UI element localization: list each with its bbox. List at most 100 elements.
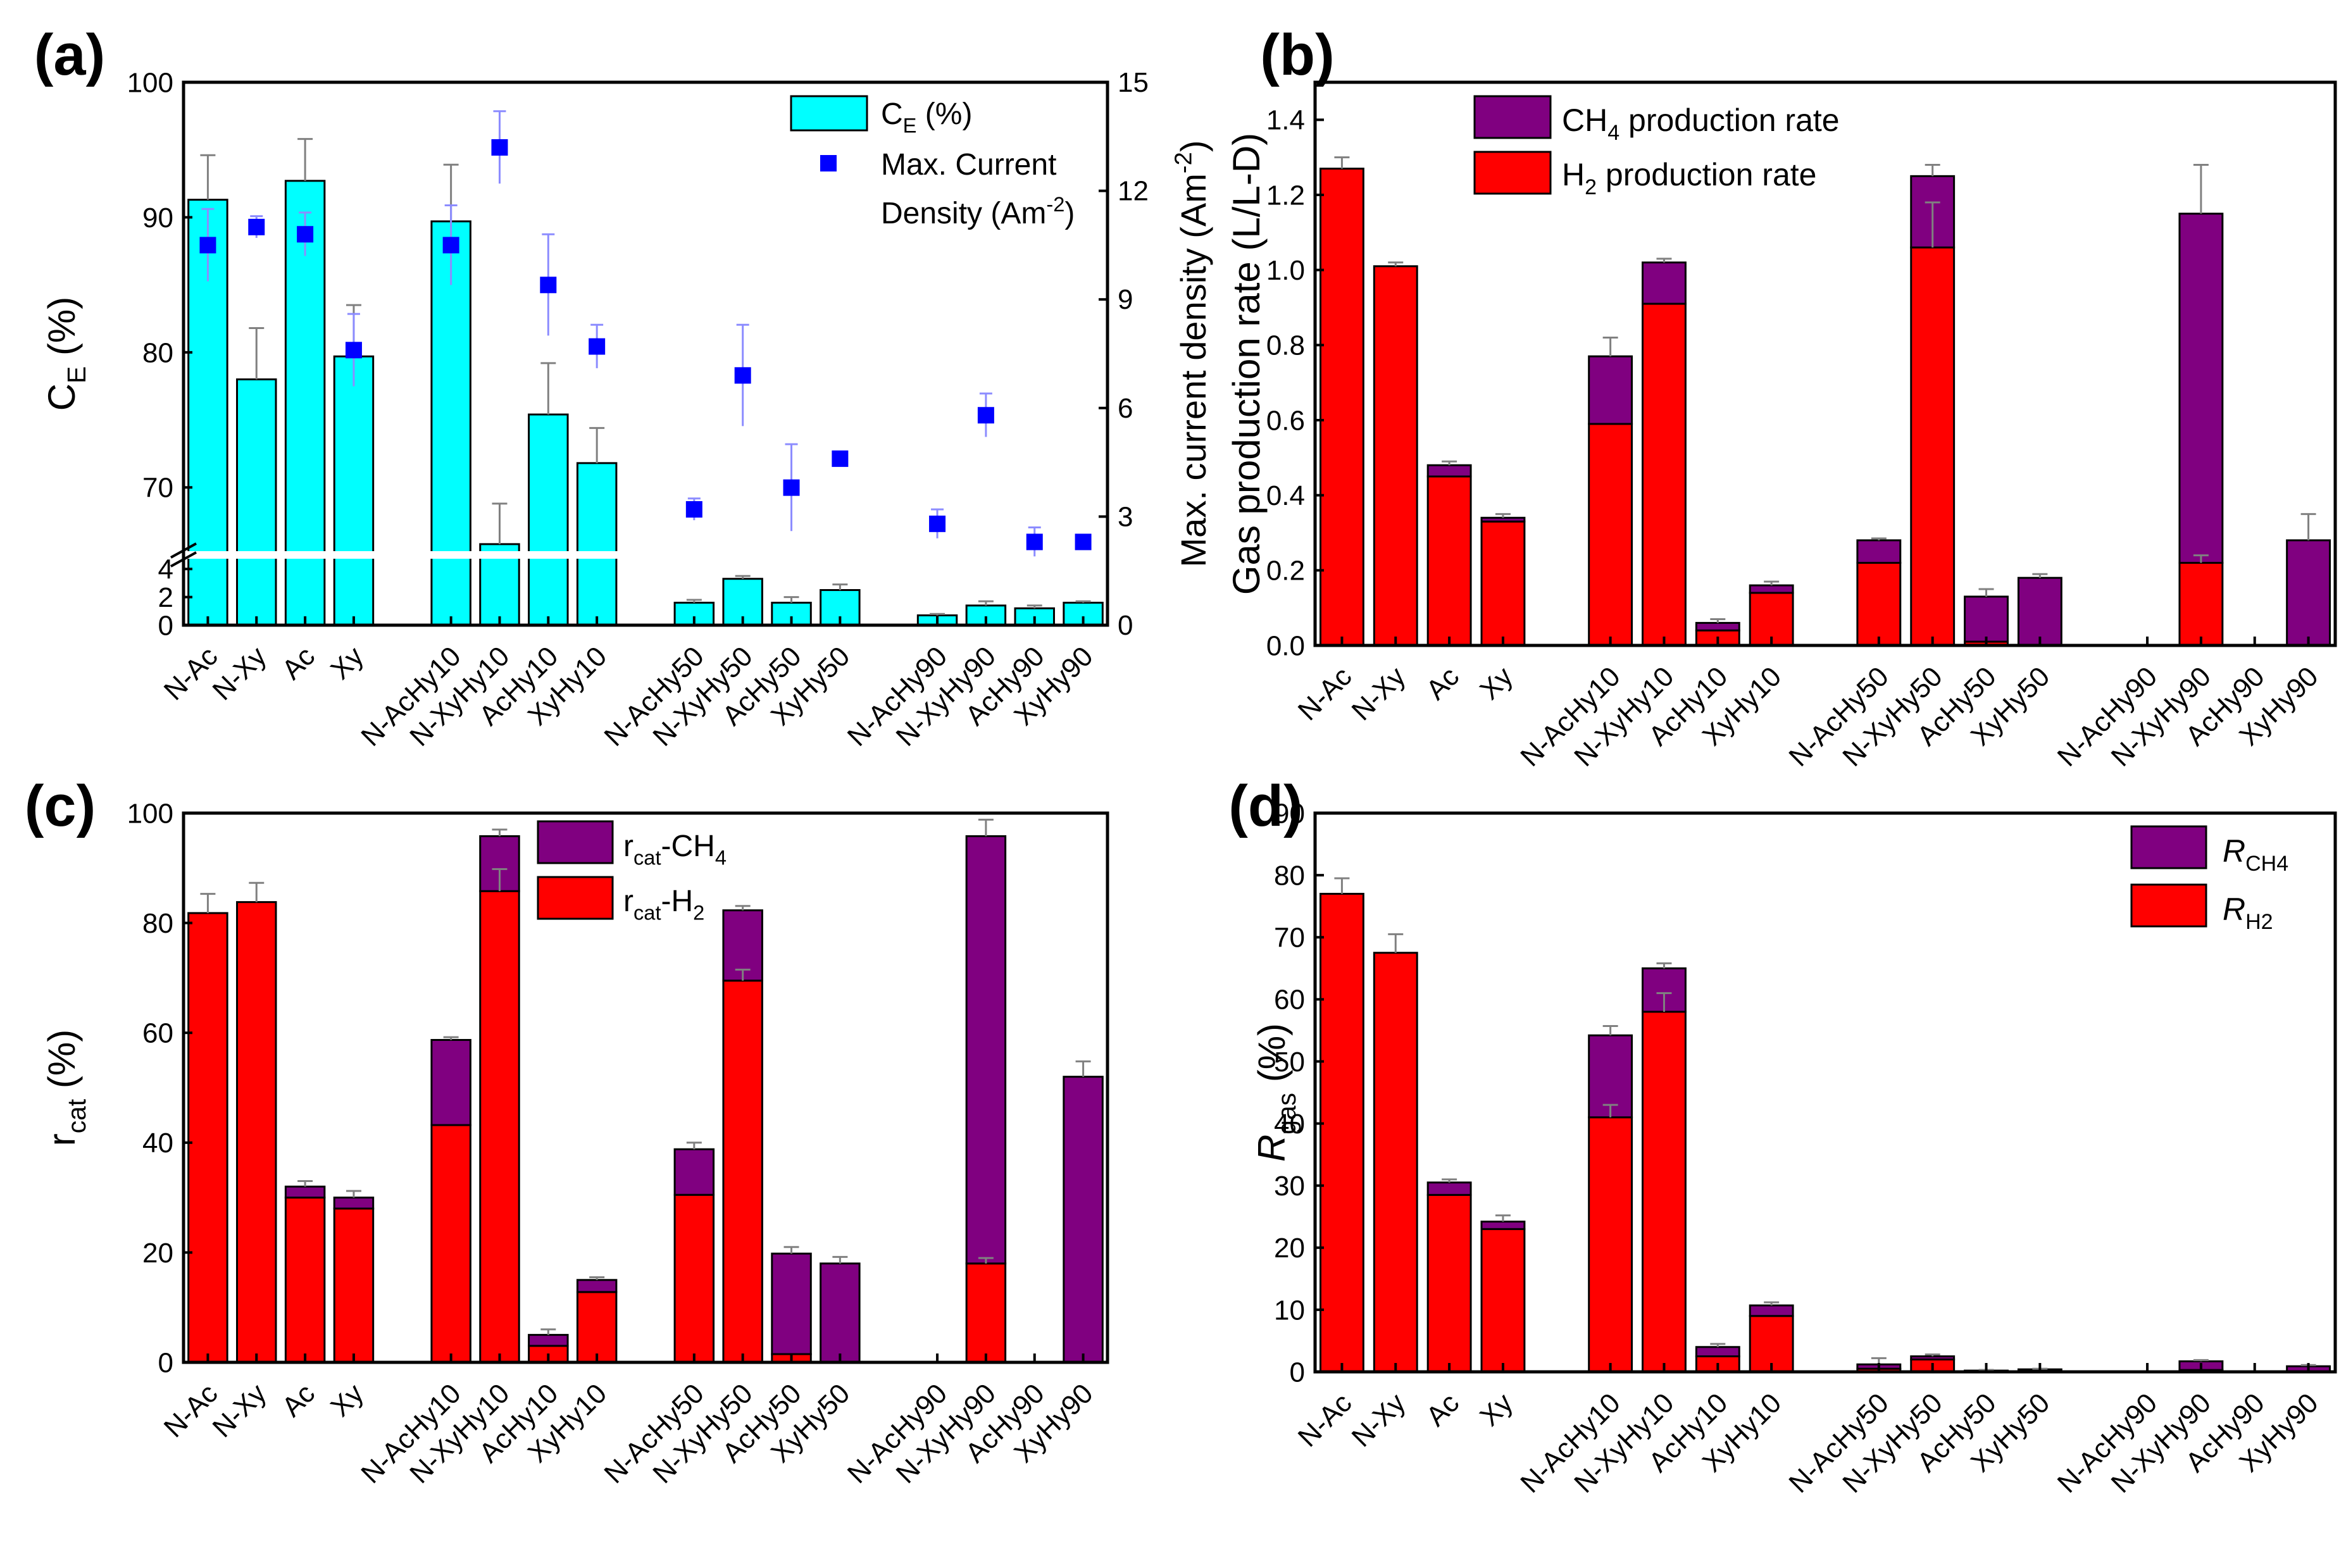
y-tick-label: 100 [127, 798, 173, 829]
bar-h2 [576, 1291, 618, 1364]
y-axis-title: Gas production rate (L/L-D) [1225, 133, 1268, 595]
legend-label-ce: CE (%) [881, 97, 972, 137]
plot-frame [1313, 80, 2337, 647]
y-tick-label: 0 [1290, 1357, 1305, 1388]
y-tick-label: 40 [1274, 1109, 1305, 1140]
bar-h2 [479, 890, 520, 1364]
bar-ch4 [1910, 1355, 1956, 1360]
bar-h2 [1319, 167, 1364, 647]
y-tick-label: 1.2 [1266, 180, 1305, 211]
point-current-density [442, 237, 459, 254]
legend-label-h2: rcat-H2 [623, 885, 704, 924]
x-tick-label: N-Xy [207, 640, 273, 706]
y-right-tick-label: 12 [1118, 176, 1149, 207]
legend-swatch-h2 [537, 876, 614, 920]
bar-ch4 [2017, 576, 2062, 647]
panel-label: (d) [1228, 774, 1302, 838]
point-current-density [685, 501, 702, 518]
y-right-tick-label: 6 [1118, 393, 1133, 424]
y-tick-label: 0 [158, 1347, 173, 1378]
point-current-density [297, 226, 314, 243]
point-current-density [589, 338, 606, 355]
x-tick-label: N-Xy [1346, 1387, 1412, 1453]
bar-h2 [2178, 561, 2224, 647]
bar-h2 [673, 1193, 715, 1364]
bar-ch4 [2178, 213, 2224, 564]
y-tick-label: 80 [142, 337, 173, 368]
bar-ch4 [1063, 1076, 1104, 1364]
point-current-density [977, 407, 994, 424]
x-tick-label: N-Xy [1346, 661, 1412, 726]
legend-label-ch4: rcat-CH4 [623, 830, 727, 869]
legend-label-h2: H2 production rate [1562, 157, 1816, 199]
point-current-density [491, 139, 508, 156]
legend-marker-current [820, 155, 837, 171]
bar-ch4 [1749, 1304, 1794, 1317]
x-tick-label: Ac [276, 1378, 321, 1422]
bar-ch4 [673, 1148, 715, 1196]
bar-ce [576, 462, 618, 626]
point-current-density [1075, 533, 1092, 551]
x-tick-label: N-Ac [1292, 1387, 1358, 1453]
bar-h2 [1856, 561, 1902, 647]
bar-ch4 [1749, 584, 1794, 594]
bar-ch4 [1695, 1346, 1740, 1357]
bar-ch4 [1695, 621, 1740, 632]
y-tick-label: 10 [1274, 1295, 1305, 1326]
point-current-density [540, 277, 557, 294]
y-tick-label: 60 [142, 1018, 173, 1049]
bar-ch4 [1426, 1181, 1472, 1196]
bar-h2 [1642, 1011, 1687, 1373]
plot-frame [1313, 811, 2337, 1374]
bar-ch4 [430, 1038, 471, 1126]
bar-h2 [1426, 1193, 1472, 1373]
bar-ch4 [1642, 261, 1687, 305]
bar-h2 [333, 1207, 375, 1364]
bar-ch4 [528, 1334, 569, 1347]
x-tick-label: N-Xy [207, 1378, 273, 1443]
panel-b: 0.00.20.40.60.81.01.21.4N-AcN-Xy Ac XyN-Ac… [1225, 23, 2337, 773]
y-tick-label: 90 [142, 202, 173, 233]
legend-swatch-ch4 [2130, 825, 2207, 869]
bar-ch4 [576, 1279, 618, 1293]
bar-ch4 [1480, 1221, 1526, 1230]
bar-h2 [1480, 520, 1526, 647]
point-current-density [929, 515, 946, 532]
bar-h2 [1426, 475, 1472, 647]
bar-ch4 [1588, 355, 1633, 425]
x-tick-label: Xy [325, 640, 370, 685]
y-tick-label: 0.6 [1266, 405, 1305, 436]
point-current-density [345, 342, 362, 359]
bar-h2 [1588, 423, 1633, 647]
bar-ch4 [1964, 595, 2009, 643]
y-tick-label: 0.8 [1266, 330, 1305, 361]
y-tick-label: 20 [142, 1238, 173, 1269]
point-current-density [1026, 533, 1043, 551]
bar-h2 [1373, 952, 1418, 1373]
bar-h2 [722, 980, 763, 1364]
y-tick-label: 50 [1274, 1047, 1305, 1078]
x-tick-label: Ac [1420, 1387, 1465, 1432]
bar-h2 [1373, 265, 1418, 647]
point-current-density [783, 479, 800, 496]
y-tick-label: 60 [1274, 985, 1305, 1016]
plot-frame [182, 80, 1109, 627]
legend-swatch-ch4 [537, 820, 614, 864]
x-tick-label: N-Ac [158, 640, 224, 706]
y-right-tick-label: 3 [1118, 501, 1133, 532]
y-axis-title: rcat (%) [41, 1030, 91, 1146]
y-tick-label: 0 [158, 610, 173, 641]
point-current-density [734, 367, 751, 384]
bar-ch4 [2286, 539, 2331, 647]
bar-h2 [430, 1124, 471, 1364]
bar-ce [333, 355, 375, 626]
panel-label: (b) [1260, 23, 1334, 87]
x-tick-label: Ac [276, 640, 321, 685]
axis-break-band [180, 551, 1111, 559]
x-tick-label: Ac [1420, 661, 1465, 706]
y-tick-label: 30 [1274, 1171, 1305, 1202]
x-tick-label: N-Ac [1292, 661, 1358, 726]
legend-swatch-h2 [1473, 151, 1552, 195]
